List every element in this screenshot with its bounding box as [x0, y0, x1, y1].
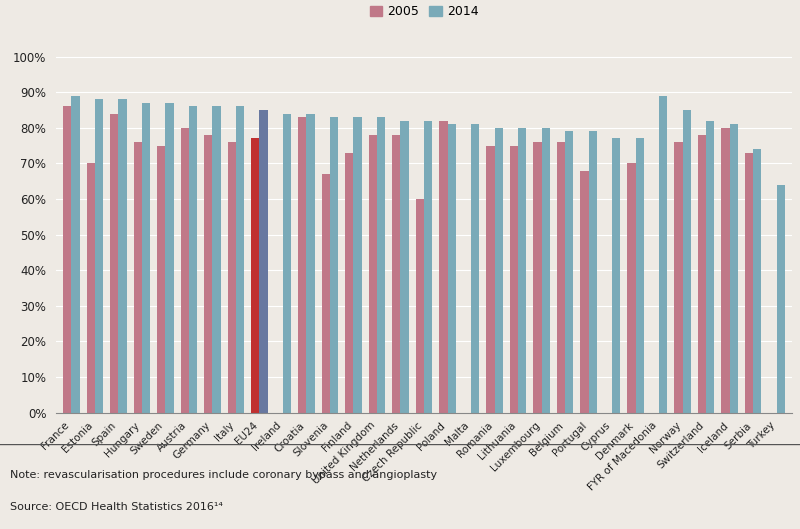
Text: Source: OECD Health Statistics 2016¹⁴: Source: OECD Health Statistics 2016¹⁴ — [10, 502, 222, 512]
Bar — [722, 128, 730, 413]
Bar — [134, 142, 142, 413]
Bar — [228, 142, 236, 413]
Bar — [416, 199, 424, 413]
Bar — [565, 131, 574, 413]
Bar — [486, 145, 494, 413]
Bar — [166, 103, 174, 413]
Bar — [698, 135, 706, 413]
Bar — [118, 99, 126, 413]
Bar — [494, 128, 502, 413]
Bar — [330, 117, 338, 413]
Bar — [283, 114, 291, 413]
Bar — [142, 103, 150, 413]
Bar — [306, 114, 314, 413]
Bar — [354, 117, 362, 413]
Bar — [777, 185, 785, 413]
Bar — [377, 117, 386, 413]
Bar — [580, 170, 589, 413]
Bar — [612, 139, 620, 413]
Bar — [251, 139, 259, 413]
Bar — [518, 128, 526, 413]
Bar — [63, 106, 71, 413]
Text: Note: revascularisation procedures include coronary bypass and angioplasty: Note: revascularisation procedures inclu… — [10, 470, 437, 480]
Bar — [674, 142, 682, 413]
Bar — [754, 149, 762, 413]
Bar — [730, 124, 738, 413]
Bar — [557, 142, 565, 413]
Bar — [682, 110, 691, 413]
Bar — [439, 121, 447, 413]
Bar — [346, 153, 354, 413]
Bar — [447, 124, 456, 413]
Bar — [204, 135, 212, 413]
Bar — [627, 163, 636, 413]
Bar — [706, 121, 714, 413]
Bar — [71, 96, 79, 413]
Bar — [369, 135, 377, 413]
Bar — [110, 114, 118, 413]
Bar — [392, 135, 401, 413]
Bar — [542, 128, 550, 413]
Legend: 2005, 2014: 2005, 2014 — [365, 1, 483, 23]
Bar — [636, 139, 644, 413]
Bar — [86, 163, 94, 413]
Bar — [236, 106, 244, 413]
Bar — [157, 145, 166, 413]
Bar — [322, 174, 330, 413]
Bar — [259, 110, 268, 413]
Bar — [534, 142, 542, 413]
Bar — [212, 106, 221, 413]
Bar — [659, 96, 667, 413]
Bar — [94, 99, 103, 413]
Bar — [745, 153, 754, 413]
Bar — [589, 131, 597, 413]
Bar — [189, 106, 197, 413]
Bar — [298, 117, 306, 413]
Bar — [471, 124, 479, 413]
Bar — [510, 145, 518, 413]
Bar — [181, 128, 189, 413]
Bar — [424, 121, 432, 413]
Bar — [401, 121, 409, 413]
